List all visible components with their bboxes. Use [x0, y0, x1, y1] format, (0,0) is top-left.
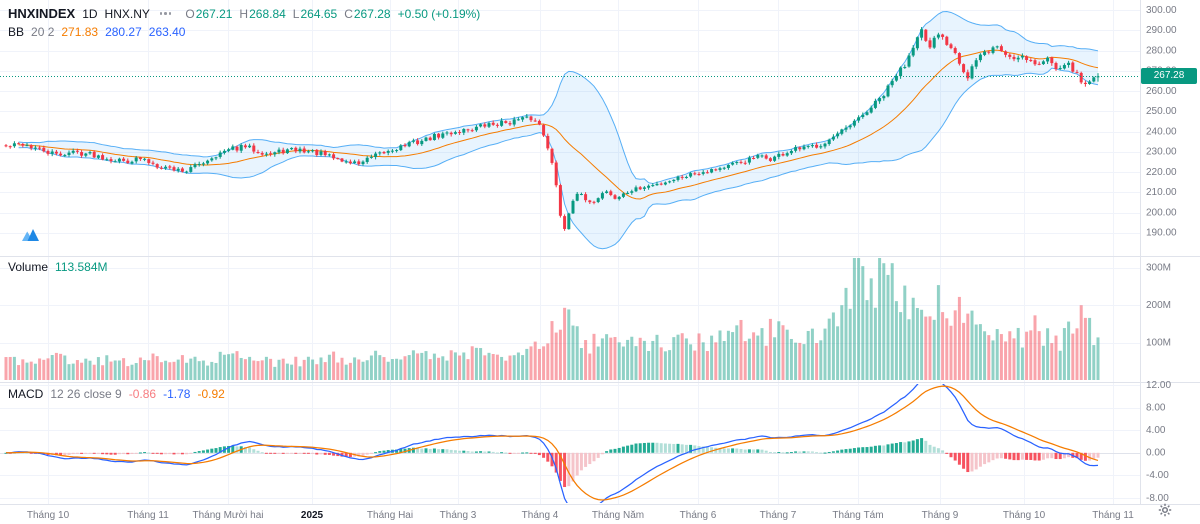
- macd-line-value: -1.78: [163, 387, 191, 401]
- bb-lower-value: 263.40: [148, 25, 186, 39]
- symbol-name[interactable]: HNXINDEX: [8, 6, 76, 21]
- more-options-icon[interactable]: [157, 10, 175, 17]
- low-value: 264.65: [300, 6, 338, 21]
- bb-upper-value: 280.27: [105, 25, 142, 39]
- exchange-label[interactable]: HNX.NY: [104, 6, 150, 21]
- ohlc-values: O 267.21 H 268.84 L 264.65 C 267.28 +0.50 (+…: [185, 7, 480, 21]
- symbol-logo-icon: [22, 228, 39, 241]
- bb-basis-value: 271.83: [61, 25, 99, 39]
- open-value: 267.21: [195, 6, 233, 21]
- low-label: L: [292, 6, 300, 21]
- volume-value: 113.584M: [55, 260, 108, 274]
- high-value: 268.84: [249, 6, 286, 21]
- macd-legend-row[interactable]: MACD 12 26 close 9 -0.86 -1.78 -0.92: [8, 387, 225, 401]
- interval-label[interactable]: 1D: [82, 6, 98, 21]
- bb-params: 20 2: [31, 25, 55, 39]
- high-label: H: [239, 6, 249, 21]
- close-value: 267.28: [353, 6, 391, 21]
- close-label: C: [344, 6, 353, 21]
- bb-legend-row[interactable]: BB 20 2 271.83 280.27 263.40: [8, 25, 185, 39]
- volume-legend-row[interactable]: Volume 113.584M: [8, 260, 108, 274]
- volume-name: Volume: [8, 260, 49, 274]
- symbol-legend-row: HNXINDEX 1D HNX.NY O 267.21 H 268.84 L 264.…: [8, 6, 480, 21]
- macd-hist-value: -0.86: [128, 387, 157, 401]
- change-value: +0.50 (+0.19%): [397, 6, 481, 21]
- settings-gear-icon[interactable]: [1158, 503, 1172, 517]
- macd-name: MACD: [8, 387, 44, 401]
- open-label: O: [185, 6, 195, 21]
- bb-name: BB: [8, 25, 25, 39]
- macd-params: 12 26 close 9: [50, 387, 122, 401]
- macd-signal-value: -0.92: [197, 387, 225, 401]
- last-price-badge: 267.28: [1141, 68, 1197, 84]
